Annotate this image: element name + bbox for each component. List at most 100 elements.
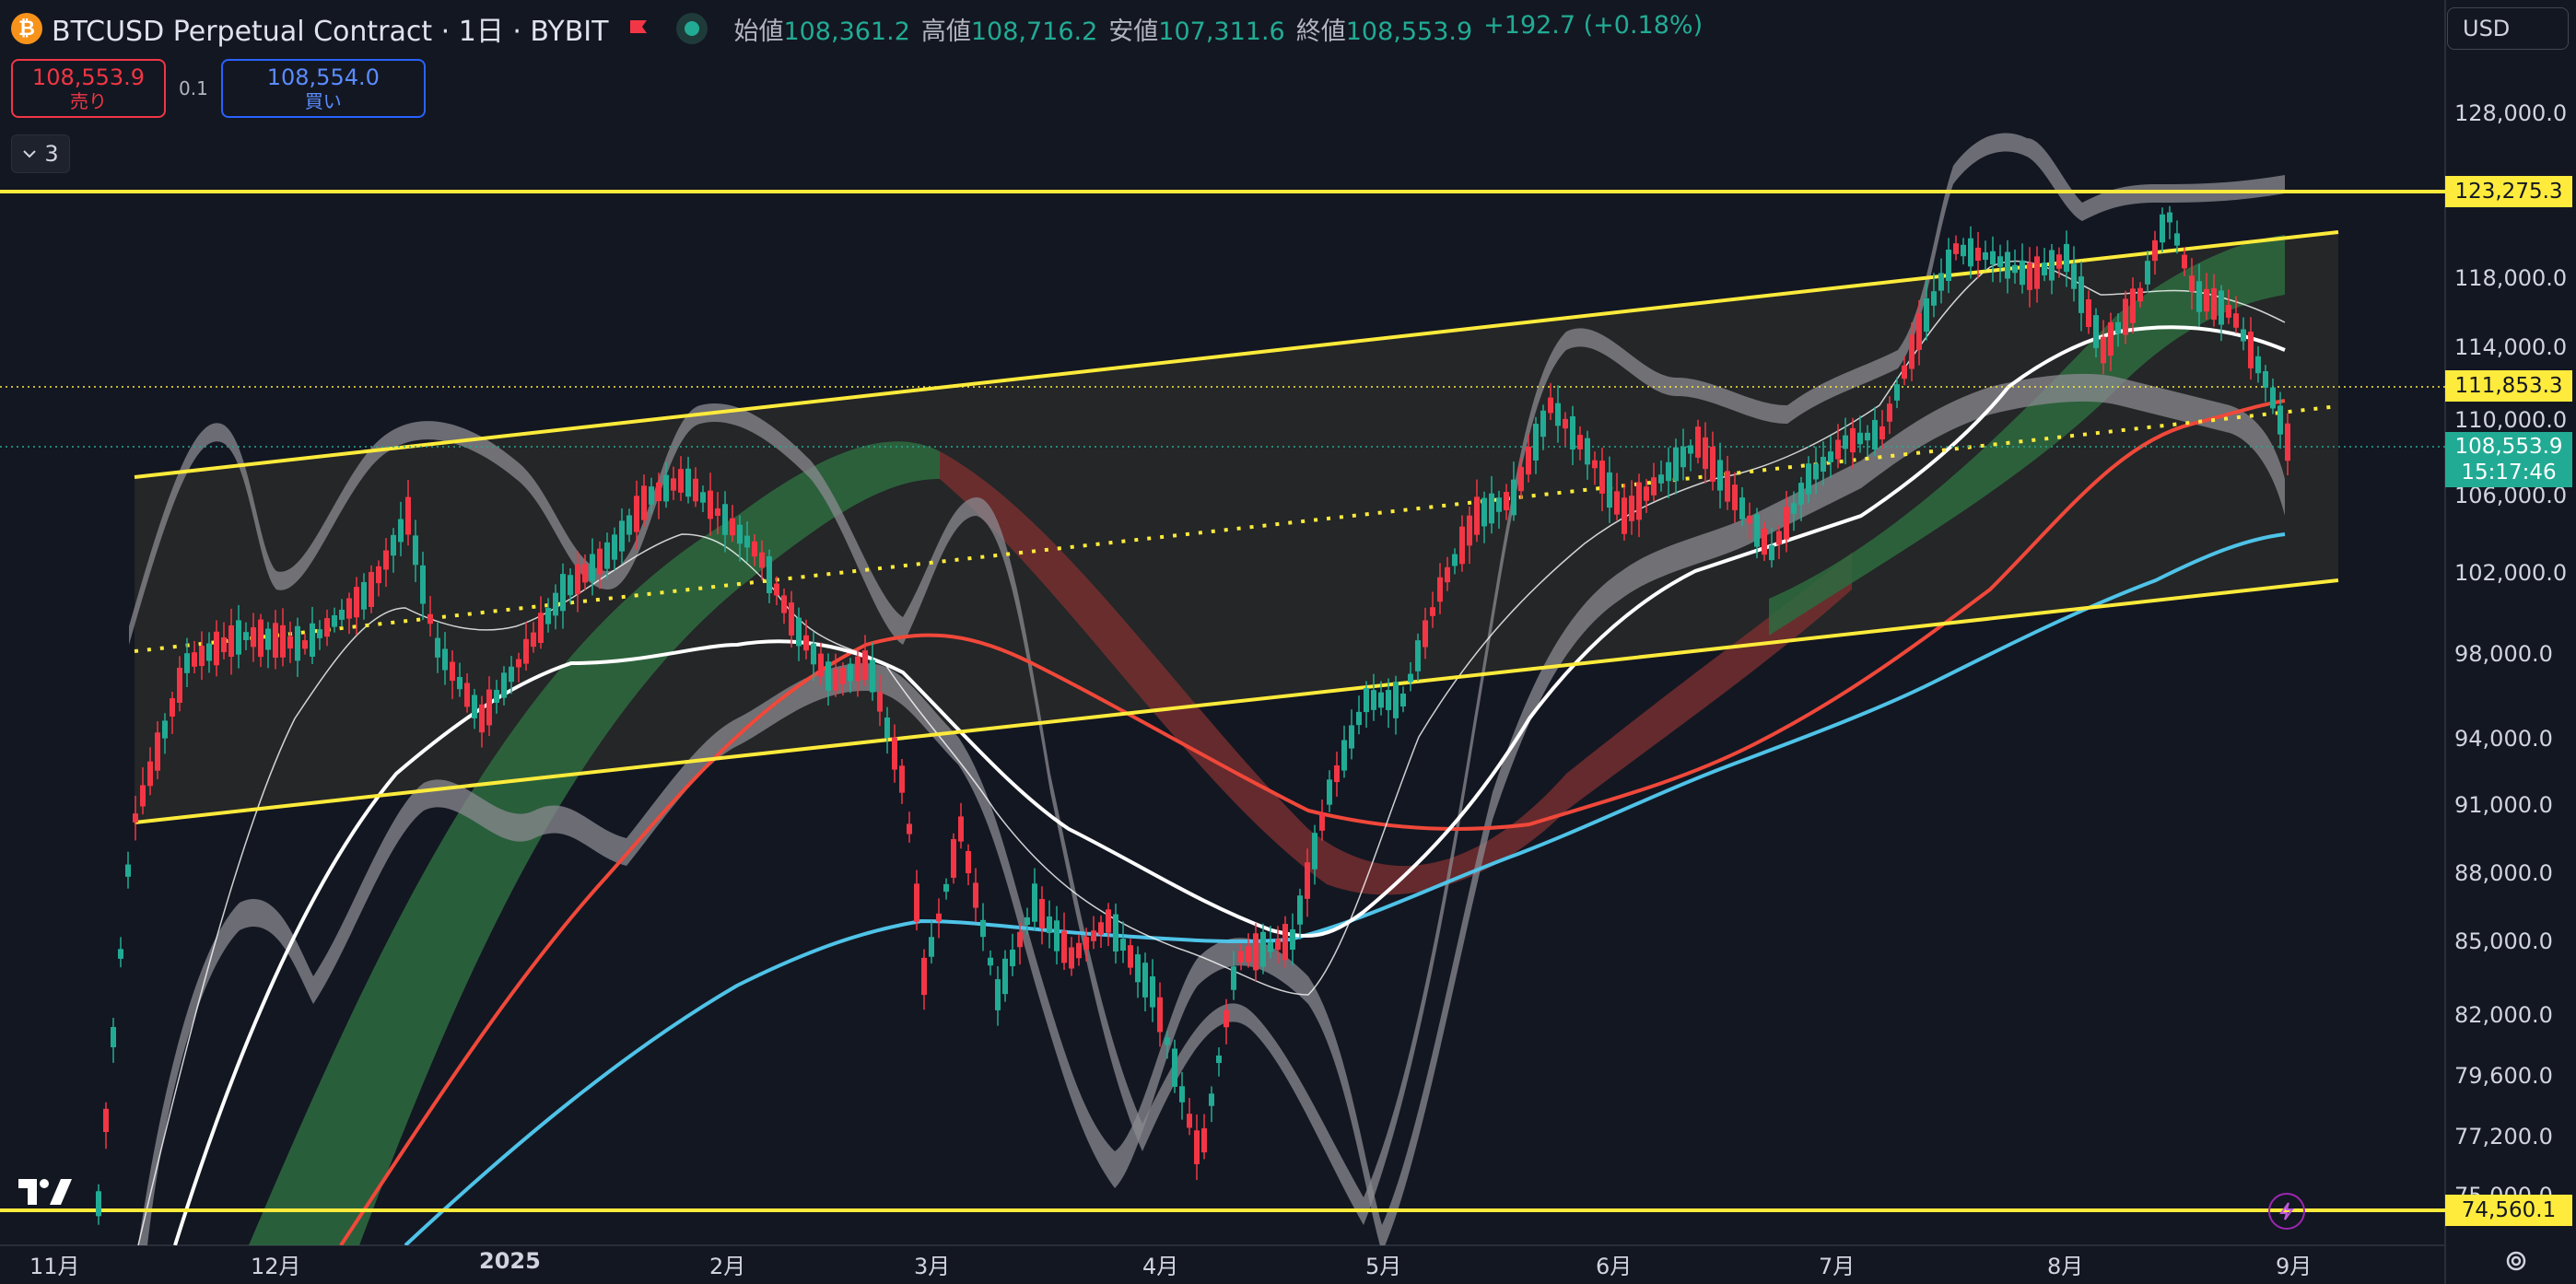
- ohlc-low-label: 安値: [1108, 17, 1159, 46]
- candle-body: [1400, 693, 1406, 707]
- candle-body: [943, 883, 949, 893]
- candle-body: [921, 957, 927, 996]
- candle-body: [1238, 951, 1244, 963]
- candle-body: [1540, 410, 1546, 438]
- candle-body: [1445, 566, 1450, 583]
- ma-white-line: [173, 325, 2286, 1245]
- candle-body: [147, 761, 153, 787]
- candle-body: [685, 468, 691, 497]
- candle-body: [228, 624, 234, 658]
- buy-button[interactable]: 108,554.0 買い: [220, 59, 426, 118]
- market-status-icon[interactable]: [676, 13, 708, 44]
- candle-body: [1496, 497, 1502, 512]
- candle-body: [803, 635, 809, 651]
- candle-body: [1224, 1010, 1229, 1028]
- candle-body: [1776, 531, 1782, 545]
- candle-body: [1614, 491, 1620, 515]
- currency-select[interactable]: USD: [2447, 7, 2569, 50]
- candle-body: [774, 583, 779, 596]
- candle-body: [1850, 427, 1856, 453]
- sell-price: 108,553.9: [31, 64, 146, 90]
- candle-body: [1098, 922, 1104, 935]
- candle-body: [833, 669, 838, 691]
- candle-body: [2145, 261, 2150, 285]
- candle-body: [2196, 281, 2202, 312]
- candle-body: [1983, 251, 1988, 261]
- candle-body: [1349, 725, 1354, 749]
- candle-body: [1813, 463, 1819, 480]
- candle-body: [1165, 1037, 1170, 1045]
- candle-body: [2005, 251, 2010, 279]
- candle-body: [346, 598, 352, 619]
- indicators-toggle[interactable]: 3: [11, 134, 70, 173]
- symbol-title[interactable]: BTCUSD Perpetual Contract · 1日 · BYBIT: [52, 16, 609, 48]
- tradingview-logo[interactable]: [17, 1175, 76, 1208]
- candle-body: [1658, 474, 1664, 484]
- candle-body: [516, 659, 521, 668]
- candle-body: [899, 765, 905, 793]
- sell-button[interactable]: 108,553.9 売り: [11, 59, 166, 118]
- candle-body: [1762, 528, 1767, 555]
- price-axis-label: 88,000.0: [2454, 860, 2553, 886]
- candle-body: [2020, 260, 2025, 286]
- flag-icon[interactable]: [628, 18, 649, 39]
- candle-body: [1179, 1086, 1185, 1103]
- candle-body: [413, 535, 418, 566]
- candle-body: [170, 698, 175, 717]
- candle-body: [1843, 435, 1848, 449]
- band-upper: [129, 133, 2285, 1225]
- ohlc-open-value: 108,361.2: [783, 17, 910, 46]
- ma-red-line: [339, 399, 2286, 1245]
- candle-body: [280, 624, 286, 658]
- candle-body: [1047, 916, 1052, 934]
- candle-body: [759, 552, 765, 568]
- candle-body: [2204, 288, 2209, 312]
- candle-body: [310, 623, 315, 657]
- candle-body: [1570, 416, 1575, 449]
- candle-body: [155, 732, 160, 771]
- candle-body: [302, 640, 308, 649]
- candle-body: [118, 949, 123, 959]
- candle-body: [509, 666, 514, 683]
- candle-body: [1592, 460, 1598, 469]
- time-axis-label: 8月: [2047, 1254, 2084, 1279]
- candle-body: [582, 564, 588, 583]
- candle-body: [2182, 254, 2187, 269]
- bolt-icon[interactable]: [2268, 1193, 2305, 1230]
- candle-body: [1172, 1048, 1177, 1087]
- time-axis-label: 6月: [1596, 1254, 1633, 1279]
- candle-body: [332, 614, 337, 627]
- candle-body: [575, 564, 580, 595]
- candle-body: [789, 602, 794, 636]
- candle-body: [590, 554, 595, 581]
- candle-body: [988, 957, 993, 966]
- candle-body: [619, 520, 625, 552]
- candle-body: [2071, 263, 2077, 289]
- buy-label: 買い: [304, 90, 342, 112]
- candle-body: [1356, 711, 1362, 726]
- candle-body: [1430, 607, 1435, 616]
- candle-body: [324, 618, 330, 637]
- candle-body: [1113, 914, 1118, 952]
- candle-body: [1386, 690, 1391, 710]
- candle-body: [1902, 365, 1907, 379]
- candle-body: [1703, 437, 1708, 470]
- candle-body: [1334, 765, 1340, 783]
- candle-body: [1504, 492, 1509, 510]
- candle-body: [1378, 692, 1384, 708]
- candle-body: [1548, 397, 1553, 414]
- candle-body: [1695, 426, 1701, 458]
- candle-body: [796, 617, 802, 647]
- candle-body: [1938, 273, 1944, 291]
- gear-icon[interactable]: [2502, 1247, 2530, 1275]
- band-lower: [138, 373, 2285, 1245]
- candle-body: [1975, 247, 1981, 262]
- candle-body: [1305, 862, 1310, 899]
- candle-body: [1784, 507, 1789, 540]
- time-axis-label: 3月: [914, 1254, 951, 1279]
- candle-body: [523, 638, 529, 664]
- candle-body: [427, 613, 433, 624]
- time-axis-label: 11月: [29, 1254, 80, 1279]
- time-axis-label: 5月: [1365, 1254, 1402, 1279]
